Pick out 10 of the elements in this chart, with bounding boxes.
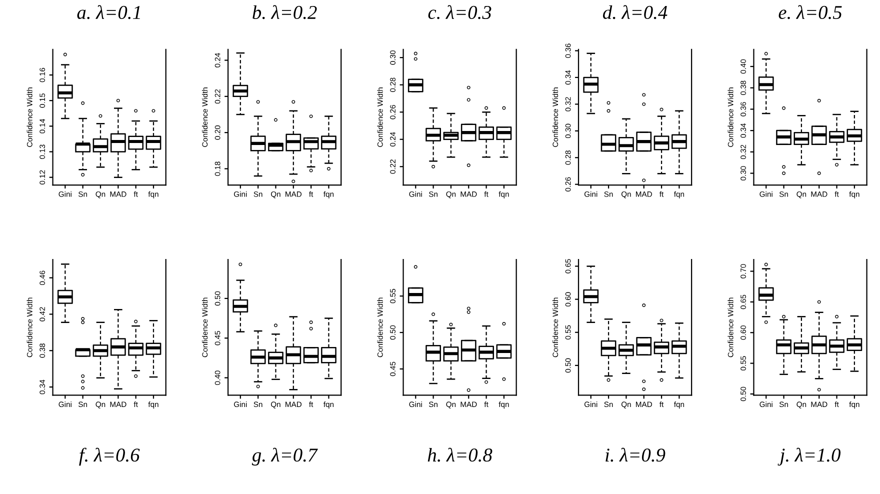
- text: h. λ=0.8: [428, 448, 492, 462]
- chart-title: d. λ=0.4: [602, 5, 668, 20]
- text: i. λ=0.9: [606, 448, 666, 462]
- chart-title: a. λ=0.1: [77, 5, 140, 20]
- chart-title: e. λ=0.5: [778, 5, 842, 20]
- text: f. λ=0.6: [79, 448, 140, 466]
- chart-title: c. λ=0.3: [428, 5, 492, 20]
- chart-title: b. λ=0.2: [252, 5, 317, 20]
- text: g. λ=0.7: [252, 448, 318, 466]
- text: j. λ=1.0: [778, 448, 841, 466]
